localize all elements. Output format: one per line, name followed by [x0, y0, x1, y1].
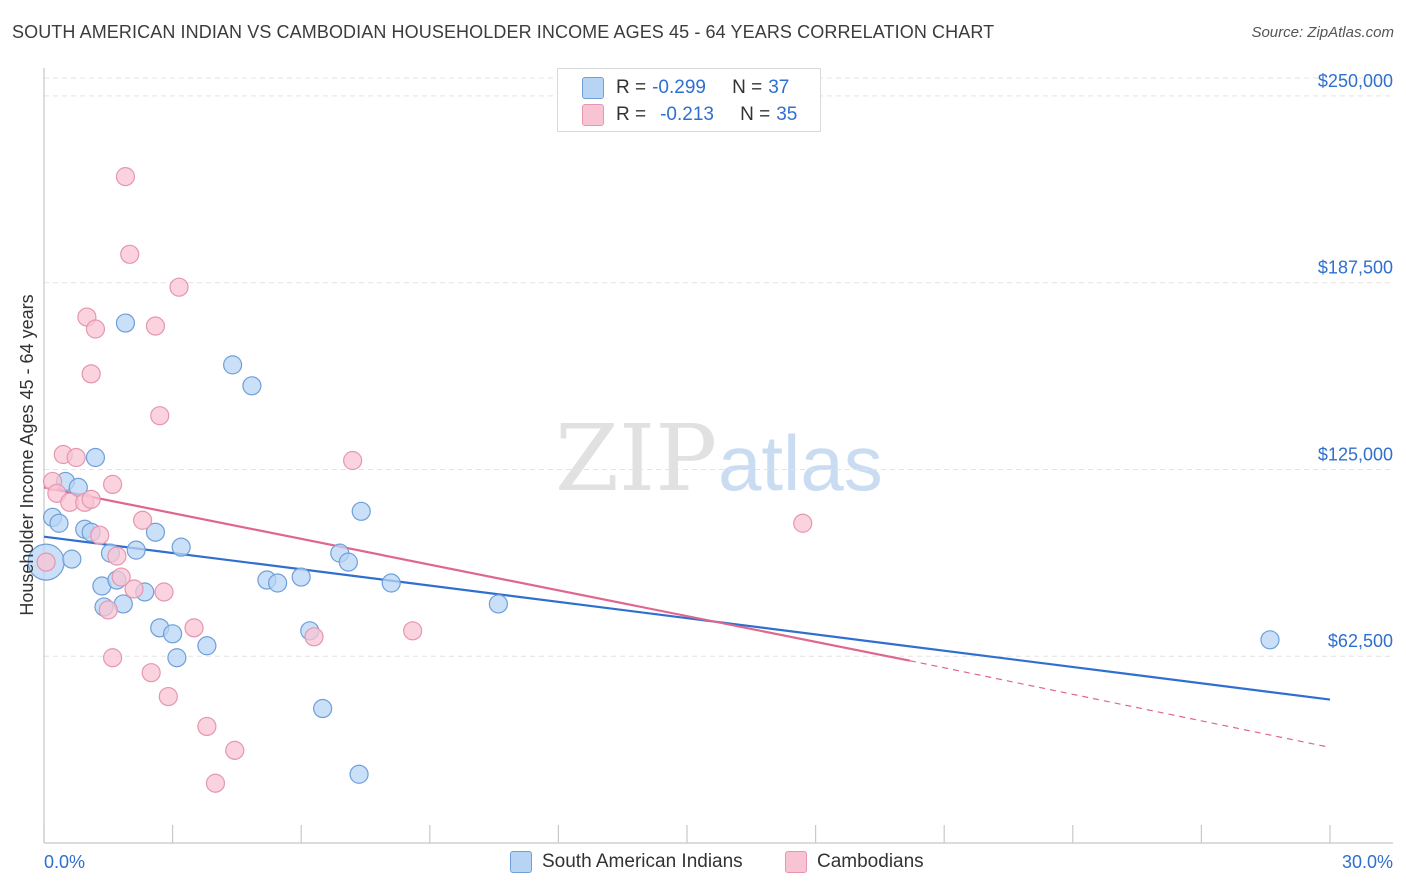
point-south-american-indian	[163, 624, 183, 644]
point-cambodian	[158, 686, 178, 707]
point-cambodian	[36, 552, 56, 572]
x-tick-label-min: 0.0%	[44, 852, 85, 872]
legend-item-south-american-indians[interactable]: South American Indians	[510, 851, 743, 873]
point-south-american-indian	[85, 447, 106, 468]
point-south-american-indian	[313, 698, 333, 719]
point-cambodian	[145, 316, 166, 336]
grid-lines	[44, 77, 1393, 657]
data-points	[27, 167, 1280, 793]
point-cambodian	[102, 474, 123, 495]
r-value: -0.299	[652, 77, 706, 98]
point-south-american-indian	[197, 636, 217, 656]
point-south-american-indian	[145, 522, 166, 542]
point-cambodian	[107, 546, 127, 566]
watermark-zip: ZIP	[555, 405, 717, 512]
point-south-american-indian	[291, 567, 311, 587]
legend-item-cambodians[interactable]: Cambodians	[785, 851, 924, 873]
point-cambodian	[154, 582, 174, 602]
point-cambodian	[132, 510, 153, 530]
y-tick-label: $62,500	[1328, 631, 1393, 651]
trend-lines	[43, 486, 1331, 748]
point-cambodian	[403, 621, 423, 641]
correlation-legend: R = -0.299 N = 37 R = -0.213 N = 35	[557, 68, 821, 132]
point-cambodian	[90, 525, 110, 545]
y-axis-label: Householder Income Ages 45 - 64 years	[17, 294, 37, 615]
point-south-american-indian	[223, 355, 243, 375]
point-south-american-indian	[351, 501, 371, 521]
point-south-american-indian	[349, 764, 369, 784]
point-cambodian	[793, 513, 813, 533]
trend-line-south-american-indians	[43, 535, 1331, 701]
point-cambodian	[205, 773, 226, 793]
legend-label: Cambodians	[817, 851, 924, 872]
point-cambodian	[115, 167, 136, 187]
axes	[43, 68, 1393, 844]
point-cambodian	[81, 364, 101, 384]
legend-swatch-pink	[582, 104, 604, 126]
point-cambodian	[81, 489, 101, 509]
point-south-american-indian	[381, 573, 401, 593]
point-south-american-indian	[1260, 630, 1280, 650]
r-label: R =	[616, 77, 647, 98]
point-south-american-indian	[62, 549, 82, 569]
point-cambodian	[124, 579, 144, 599]
y-tick-labels: $62,500 $125,000 $187,500 $250,000	[1318, 71, 1393, 651]
y-tick-label: $187,500	[1318, 258, 1393, 278]
point-south-american-indian	[126, 540, 146, 560]
r-value: -0.213	[660, 104, 714, 125]
source-label: Source: ZipAtlas.com	[1251, 24, 1394, 41]
legend-swatch-pink	[785, 851, 807, 873]
point-south-american-indian	[49, 513, 69, 533]
point-cambodian	[111, 567, 131, 587]
point-south-american-indian	[268, 573, 288, 593]
point-cambodian	[66, 447, 86, 468]
n-label: N =	[740, 104, 771, 125]
point-cambodian	[120, 244, 140, 264]
legend-swatch-blue	[510, 851, 532, 873]
r-label: R =	[616, 104, 647, 125]
point-cambodian	[85, 319, 106, 339]
point-cambodian	[102, 648, 123, 668]
point-south-american-indian	[167, 648, 187, 668]
n-label: N =	[732, 77, 763, 98]
point-cambodian	[304, 627, 324, 647]
n-value: 37	[768, 77, 790, 98]
legend-label: South American Indians	[542, 851, 743, 872]
point-cambodian	[150, 406, 170, 426]
watermark: ZIP atlas	[555, 405, 883, 512]
point-cambodian	[141, 663, 161, 683]
point-cambodian	[197, 716, 217, 737]
legend-swatch-blue	[582, 77, 604, 99]
point-south-american-indian	[488, 594, 508, 614]
point-cambodian	[184, 618, 204, 638]
point-cambodian	[225, 740, 245, 760]
point-cambodian	[343, 450, 363, 471]
x-tick-label-max: 30.0%	[1342, 852, 1393, 872]
point-cambodian	[169, 277, 189, 297]
chart-title: SOUTH AMERICAN INDIAN VS CAMBODIAN HOUSE…	[12, 22, 995, 42]
series-legend: South American Indians Cambodians	[0, 851, 1406, 877]
point-south-american-indian	[171, 537, 191, 557]
legend-row-south-american: R = -0.299 N = 37	[582, 75, 789, 101]
y-tick-label: $250,000	[1318, 71, 1393, 91]
y-tick-label: $125,000	[1318, 444, 1393, 464]
trend-line-cambodians-extrapolated	[909, 660, 1331, 748]
point-cambodian	[98, 600, 118, 620]
legend-row-cambodian: R = -0.213 N = 35	[582, 102, 797, 128]
watermark-atlas: atlas	[718, 419, 883, 507]
point-south-american-indian	[338, 552, 358, 572]
trend-line-cambodians	[43, 486, 911, 662]
point-south-american-indian	[115, 313, 136, 333]
n-value: 35	[776, 104, 798, 125]
point-south-american-indian	[242, 376, 262, 396]
